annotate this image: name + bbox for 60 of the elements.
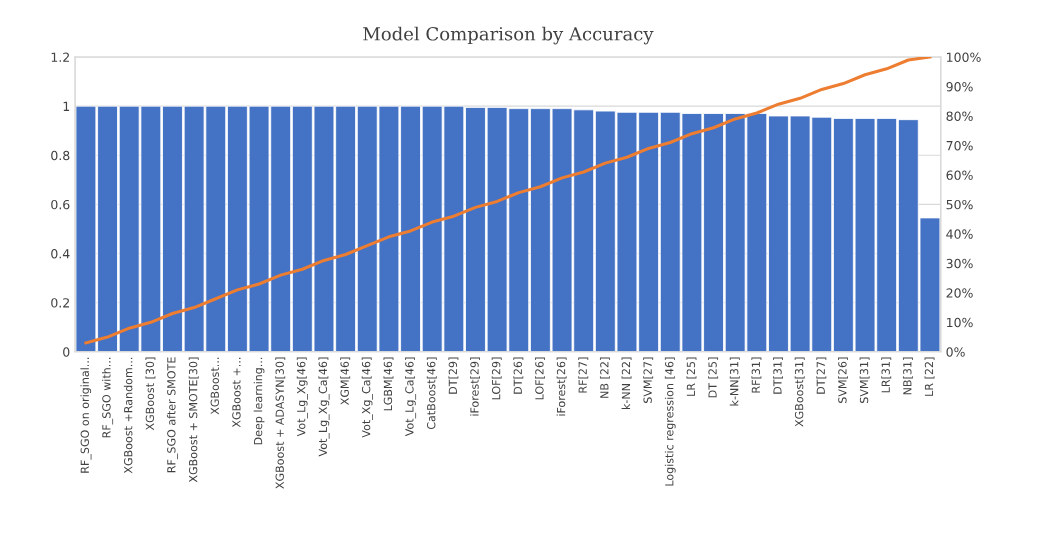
y2-tick-label: 100% [947,52,981,62]
x-tick-label: DT[26] [513,357,524,394]
y2-tick-label: 70% [946,140,973,151]
x-tick-label: RF[31] [751,357,762,393]
x-tick-label: LR [25] [686,357,697,396]
x-tick-label: Vot_Lg_Xg_Ca[46] [318,357,330,457]
y2-tick-label: 20% [946,288,973,298]
x-tick-label: Vot_Lg_Xg[46] [296,357,308,437]
x-tick-label: SVM[31] [859,357,870,403]
y2-tick-label: 30% [946,258,973,269]
x-tick-label: DT[27] [816,357,827,394]
y2-tick-label: 50% [946,199,973,210]
x-tick-label: NB [22] [599,357,610,398]
x-tick-label: Vot_Xg_Ca[46] [361,357,373,438]
x-tick-label: RF_SGO with... [102,357,114,438]
x-tick-label: NB[31] [902,357,913,395]
x-tick-label: CatBoost[46] [426,357,437,430]
y2-tick-label: 0% [946,347,965,357]
y-tick-label: 0.8 [51,150,70,161]
y-tick-label: 1.2 [51,52,69,62]
x-tick-label: XGBoost + ADASYN[30] [275,357,286,489]
x-tick-label: LGBM[46] [383,357,394,411]
x-tick-label: XGBoost... [210,357,219,415]
x-tick-label: Vot_Lg_Ca[46] [405,357,417,437]
y2-tick-label: 90% [946,81,973,92]
y2-tick-label: 60% [946,170,973,180]
y-tick-label: 0 [63,347,70,357]
y-tick-label: 1 [63,101,70,111]
x-tick-label: LR[31] [881,357,892,393]
x-tick-label: RF[27] [578,357,589,393]
line-series [84,57,932,345]
x-tick-label: Deep learning... [253,357,265,445]
y2-tick-label: 10% [947,317,973,328]
x-tick-label: iForest[26] [556,357,567,416]
x-tick-label: XGBoost +Random... [123,357,133,474]
chart-title: Model Comparison by Accuracy [363,26,654,45]
x-tick-label: XGBoost +... [232,357,241,428]
x-tick-label: DT[31] [773,357,783,394]
x-tick-label: LOF[26] [535,357,545,400]
x-tick-label: XGBoost [30] [145,357,156,431]
x-tick-label: RF_SGO after SMOTE [166,357,179,473]
x-tick-label: XGBoost + SMOTE[30] [188,357,199,483]
y-tick-label: 0.2 [51,298,69,308]
x-tick-label: XGM[46] [340,357,351,405]
y2-tick-label: 40% [946,229,973,239]
x-tick-label: XGBoost[31] [794,357,805,427]
y-tick-label: 0.6 [51,199,70,210]
x-tick-label: SVM[27] [643,357,654,403]
y2-tick-label: 80% [946,111,973,121]
x-tick-label: LOF[29] [491,357,502,400]
x-tick-label: Logistic regression [46] [664,357,676,486]
y-tick-label: 0.4 [51,249,70,259]
x-tick-label: SVM[26] [838,357,848,403]
x-tick-label: k-NN[31] [729,357,740,406]
x-tick-label: iForest[29] [470,357,481,416]
x-tick-label: RF_SGO on original... [80,357,92,473]
x-tick-label: DT[29] [448,357,459,394]
x-tick-label: k-NN [22] [621,357,632,410]
x-tick-label: LR [22] [924,357,935,396]
x-tick-label: DT [25] [708,357,719,398]
